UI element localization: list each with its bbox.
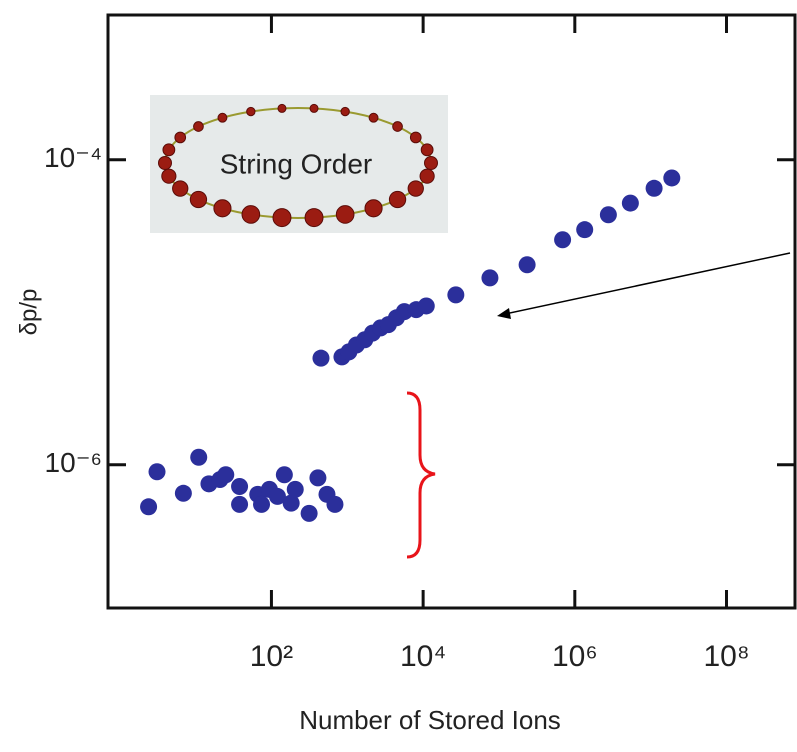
point <box>300 504 318 522</box>
string-order-ring <box>158 103 438 228</box>
point <box>268 487 286 505</box>
point <box>275 466 293 484</box>
point <box>148 463 166 481</box>
x-tick-label: 10⁸ <box>703 640 749 673</box>
bead <box>424 156 438 170</box>
brace <box>406 391 436 559</box>
bead <box>246 106 256 117</box>
bead <box>174 131 187 144</box>
point <box>231 478 249 496</box>
arrow-head <box>497 308 511 319</box>
bead <box>388 190 407 209</box>
point <box>231 495 249 513</box>
point <box>599 206 617 224</box>
arrow <box>504 252 791 315</box>
inset-label: String Order <box>220 148 373 179</box>
bead <box>304 208 324 228</box>
bead <box>241 205 261 224</box>
point <box>190 448 208 466</box>
bead <box>277 103 287 113</box>
point <box>417 297 435 315</box>
x-axis-label: Number of Stored Ions <box>299 705 561 735</box>
bead <box>272 208 292 228</box>
point <box>326 495 344 513</box>
point <box>140 498 158 516</box>
point <box>253 495 271 513</box>
y-tick-label: 10⁻⁴ <box>44 142 102 173</box>
bead <box>309 103 319 113</box>
bead <box>368 112 379 123</box>
bead <box>419 168 435 184</box>
point <box>645 179 663 197</box>
point <box>286 480 304 498</box>
bead <box>213 199 232 218</box>
point <box>663 169 681 187</box>
point <box>518 256 536 274</box>
bead <box>217 112 228 123</box>
point <box>174 484 192 502</box>
point <box>447 286 465 304</box>
x-tick-label: 10⁴ <box>400 640 446 673</box>
bead <box>193 121 204 132</box>
x-tick-label: 10² <box>250 640 293 673</box>
bead <box>340 106 350 117</box>
plot-frame <box>106 13 797 610</box>
point <box>282 494 300 512</box>
bead <box>364 199 383 218</box>
point <box>621 194 639 212</box>
point <box>309 469 327 487</box>
bead <box>158 156 172 170</box>
bead <box>335 205 355 224</box>
point <box>312 349 330 367</box>
bead <box>172 180 189 197</box>
bead <box>161 168 177 184</box>
point <box>576 221 594 239</box>
x-tick-label: 10⁶ <box>552 640 598 673</box>
inset-background <box>150 95 448 233</box>
bead <box>420 143 434 157</box>
point <box>481 269 499 287</box>
bead <box>409 131 422 144</box>
bead <box>407 180 424 197</box>
y-tick-label: 10⁻⁶ <box>45 447 102 478</box>
bead <box>392 121 403 132</box>
point <box>554 231 572 249</box>
point <box>217 466 235 484</box>
bead <box>189 190 208 209</box>
y-axis-label: δp/p <box>15 289 42 336</box>
bead <box>162 143 176 157</box>
